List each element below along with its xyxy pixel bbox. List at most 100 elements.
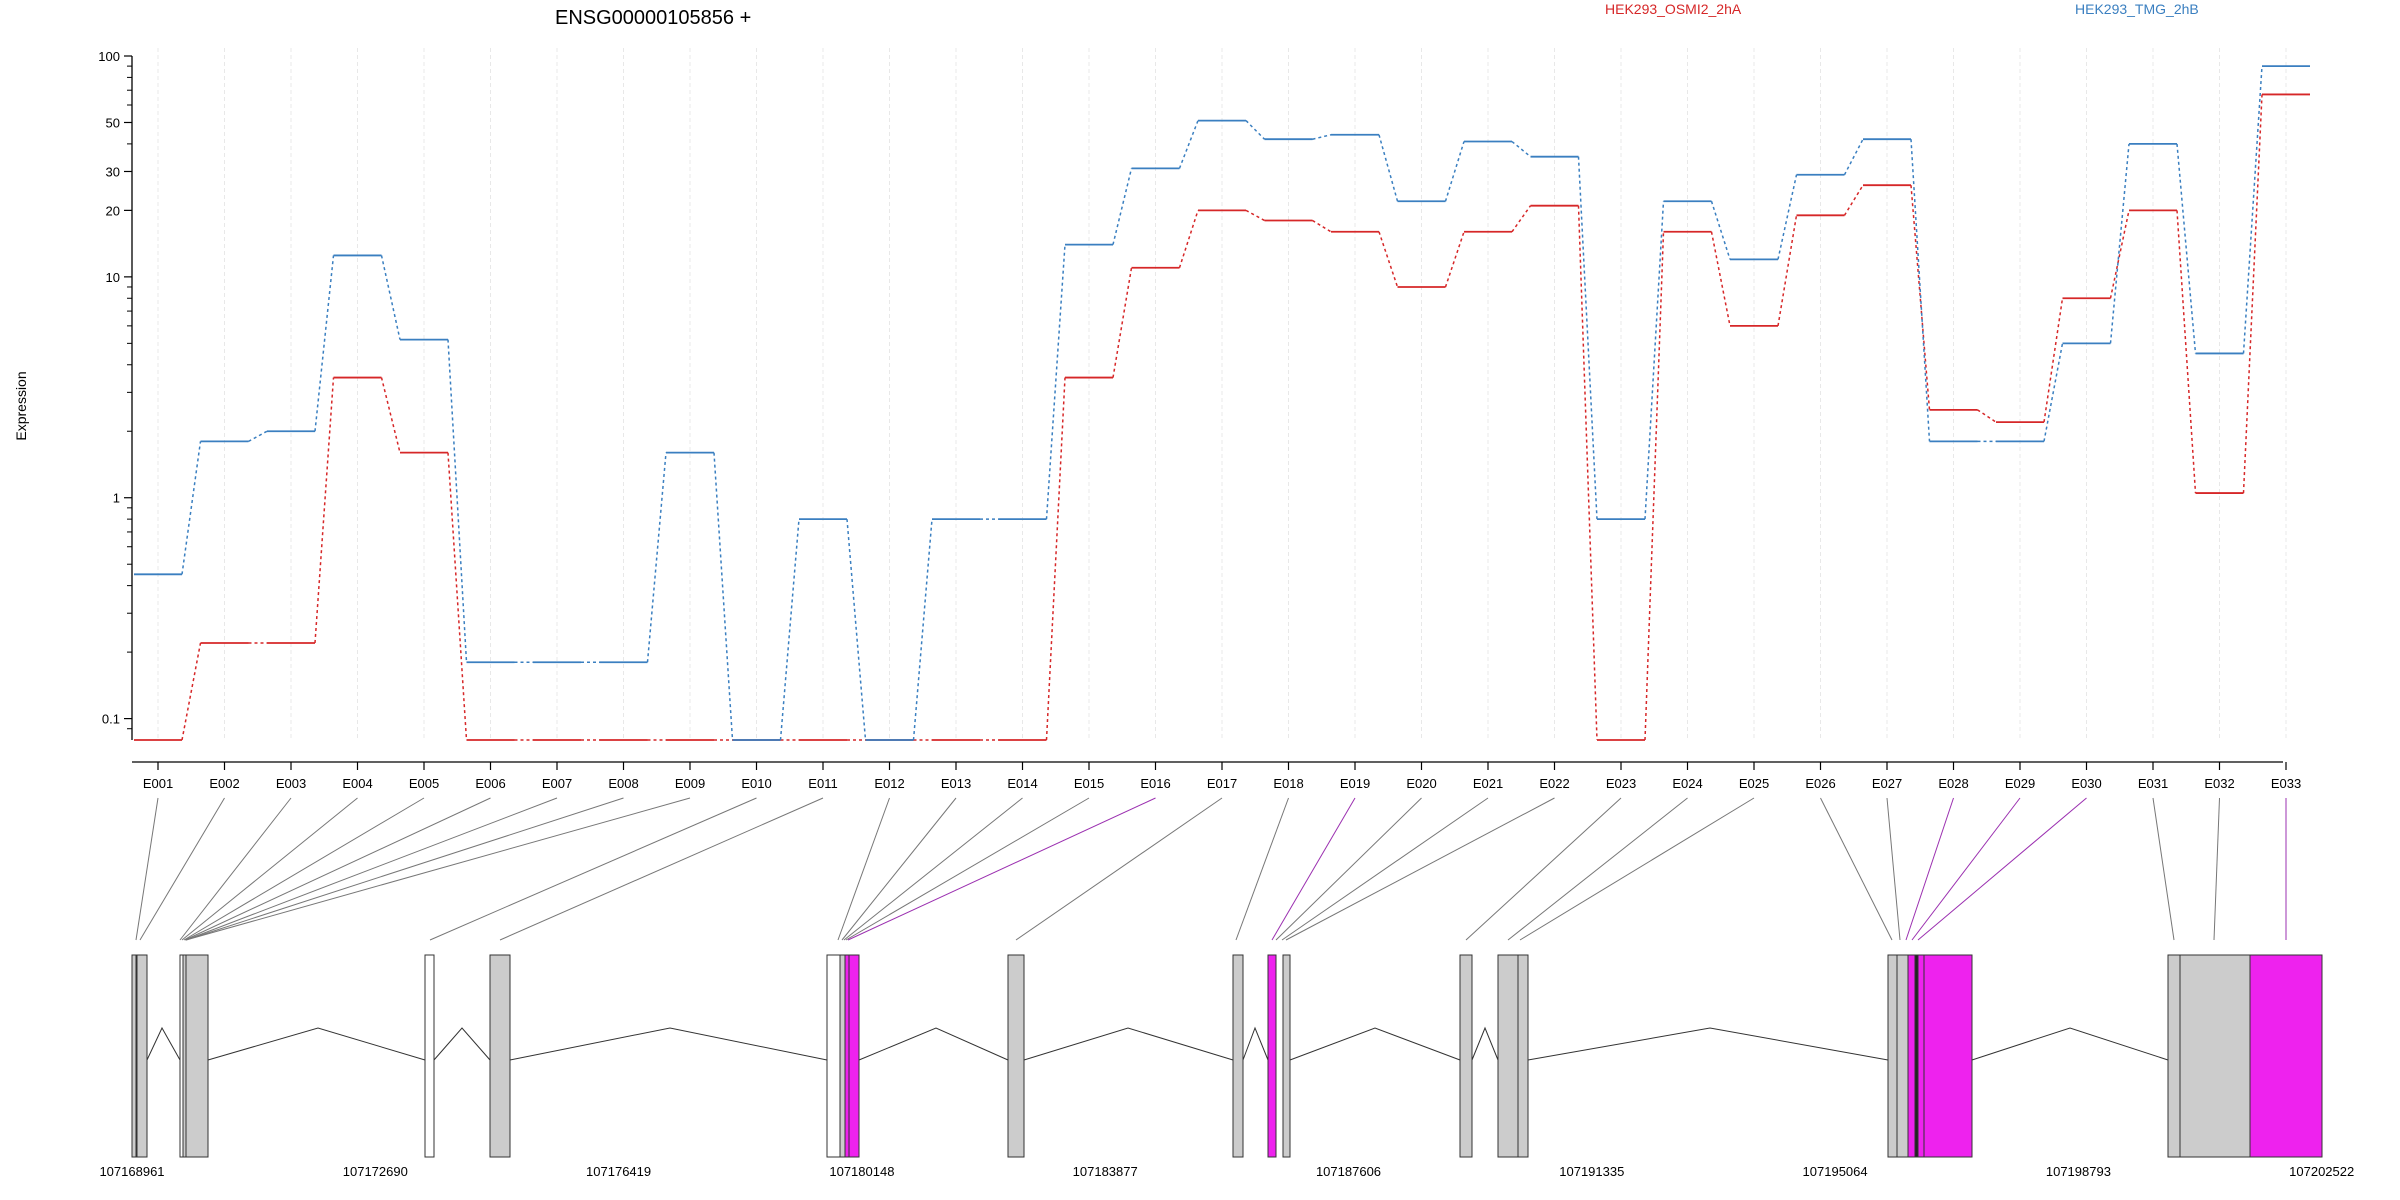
y-axis-ticks: 0.1 1 10 20 30 50 100 [98, 49, 132, 730]
exon-block [1517, 954, 1529, 1158]
series-connector [380, 255, 401, 340]
series-connector [380, 377, 401, 453]
exon-connector [1905, 797, 1954, 941]
series-connector [2176, 143, 2197, 354]
exon-block [1917, 954, 1925, 1158]
exon-connectors [135, 797, 2287, 941]
exon-connector [1465, 797, 1622, 941]
series-connector [1112, 168, 1133, 245]
series-connector [2242, 94, 2263, 494]
genomic-coordinate-label: 107176419 [586, 1164, 651, 1179]
exon-connector [1235, 797, 1289, 941]
intron-line [1471, 1026, 1499, 1061]
exon-connector [837, 797, 890, 941]
genomic-coordinate-label: 107183877 [1073, 1164, 1138, 1179]
genomic-coordinate-label: 107180148 [829, 1164, 894, 1179]
exon-connector [139, 797, 225, 941]
series-connector [314, 377, 335, 644]
series-connector [1777, 174, 1798, 260]
exon-block [1907, 954, 1916, 1158]
exon-block [844, 954, 850, 1158]
exon-connector [499, 797, 824, 941]
x-tick-label: E021 [1473, 776, 1503, 791]
exon-connector [1886, 797, 1901, 941]
exon-connector [841, 797, 957, 941]
intron-line [1971, 1027, 2169, 1061]
intron-line [146, 1026, 181, 1061]
intron-line [509, 1027, 828, 1061]
x-tick-label: E002 [209, 776, 239, 791]
series-connector [181, 441, 202, 575]
series-connector [1843, 138, 1864, 176]
series-connector [1710, 201, 1731, 260]
exon-connector [1015, 797, 1223, 941]
x-tick-label: E003 [276, 776, 306, 791]
y-tick-label: 30 [106, 164, 120, 179]
y-tick-label: 1 [113, 491, 120, 506]
intron-line [1527, 1027, 1889, 1061]
series-connector [2043, 298, 2064, 423]
intron-line [1242, 1026, 1269, 1061]
x-tick-label: E012 [874, 776, 904, 791]
exon-connector [135, 797, 159, 941]
intron-line [207, 1027, 426, 1061]
exon-block [1497, 954, 1519, 1158]
series-connector [248, 430, 268, 443]
x-tick-label: E018 [1273, 776, 1303, 791]
x-tick-label: E005 [409, 776, 439, 791]
exon-connector [1285, 797, 1555, 941]
series-connector [713, 452, 734, 741]
exon-connector [847, 797, 1156, 941]
series-connector [779, 519, 800, 741]
exon-connector [185, 797, 624, 941]
x-tick-label: E025 [1739, 776, 1769, 791]
series-connector [2176, 210, 2197, 494]
x-tick-label: E023 [1606, 776, 1636, 791]
series-connector [1710, 231, 1731, 327]
series-connector [181, 642, 202, 741]
exon-connector [1281, 797, 1489, 941]
x-tick-label: E016 [1140, 776, 1170, 791]
genomic-coordinate-label: 107202522 [2289, 1164, 2354, 1179]
series-connector [1444, 231, 1465, 288]
exon-block [2179, 954, 2251, 1158]
intron-line [1023, 1027, 1234, 1061]
series-connector [1378, 231, 1399, 288]
x-axis-ticks: E001 E002 E003 E004 E005 E006 E007 E008 E009 E010… [143, 762, 2301, 791]
series-connector [1178, 120, 1199, 169]
exon-connector [1519, 797, 1755, 941]
x-tick-label: E004 [342, 776, 372, 791]
exon-connector [1507, 797, 1688, 941]
exon-connector [2152, 797, 2175, 941]
series-connector [1112, 267, 1133, 378]
series-connector [1045, 244, 1066, 520]
series-connector [1045, 377, 1066, 741]
y-tick-label: 0.1 [102, 712, 120, 727]
exon-connector [184, 797, 491, 941]
exon-block [1232, 954, 1244, 1158]
plot-gridlines [157, 48, 2287, 740]
x-tick-label: E010 [741, 776, 771, 791]
series-connector [1977, 409, 1997, 423]
exon-connector [179, 797, 292, 941]
y-tick-label: 20 [106, 203, 120, 218]
x-tick-label: E014 [1007, 776, 1037, 791]
exon-block [839, 954, 846, 1158]
exon-block [1459, 954, 1473, 1158]
chart-title: ENSG00000105856 + [555, 7, 751, 29]
exon-block [1267, 954, 1277, 1158]
series-connector [1511, 205, 1532, 233]
series-connector [1245, 120, 1266, 140]
exon-block [131, 954, 137, 1158]
intron-line [433, 1027, 491, 1061]
series-connector [846, 519, 867, 741]
x-tick-label: E033 [2271, 776, 2301, 791]
series-connector [1577, 205, 1598, 741]
exon-block [489, 954, 511, 1158]
x-tick-label: E032 [2204, 776, 2234, 791]
x-tick-label: E019 [1340, 776, 1370, 791]
exon-block [1282, 954, 1291, 1158]
exon-connector [1820, 797, 1893, 941]
x-tick-label: E011 [808, 776, 837, 791]
